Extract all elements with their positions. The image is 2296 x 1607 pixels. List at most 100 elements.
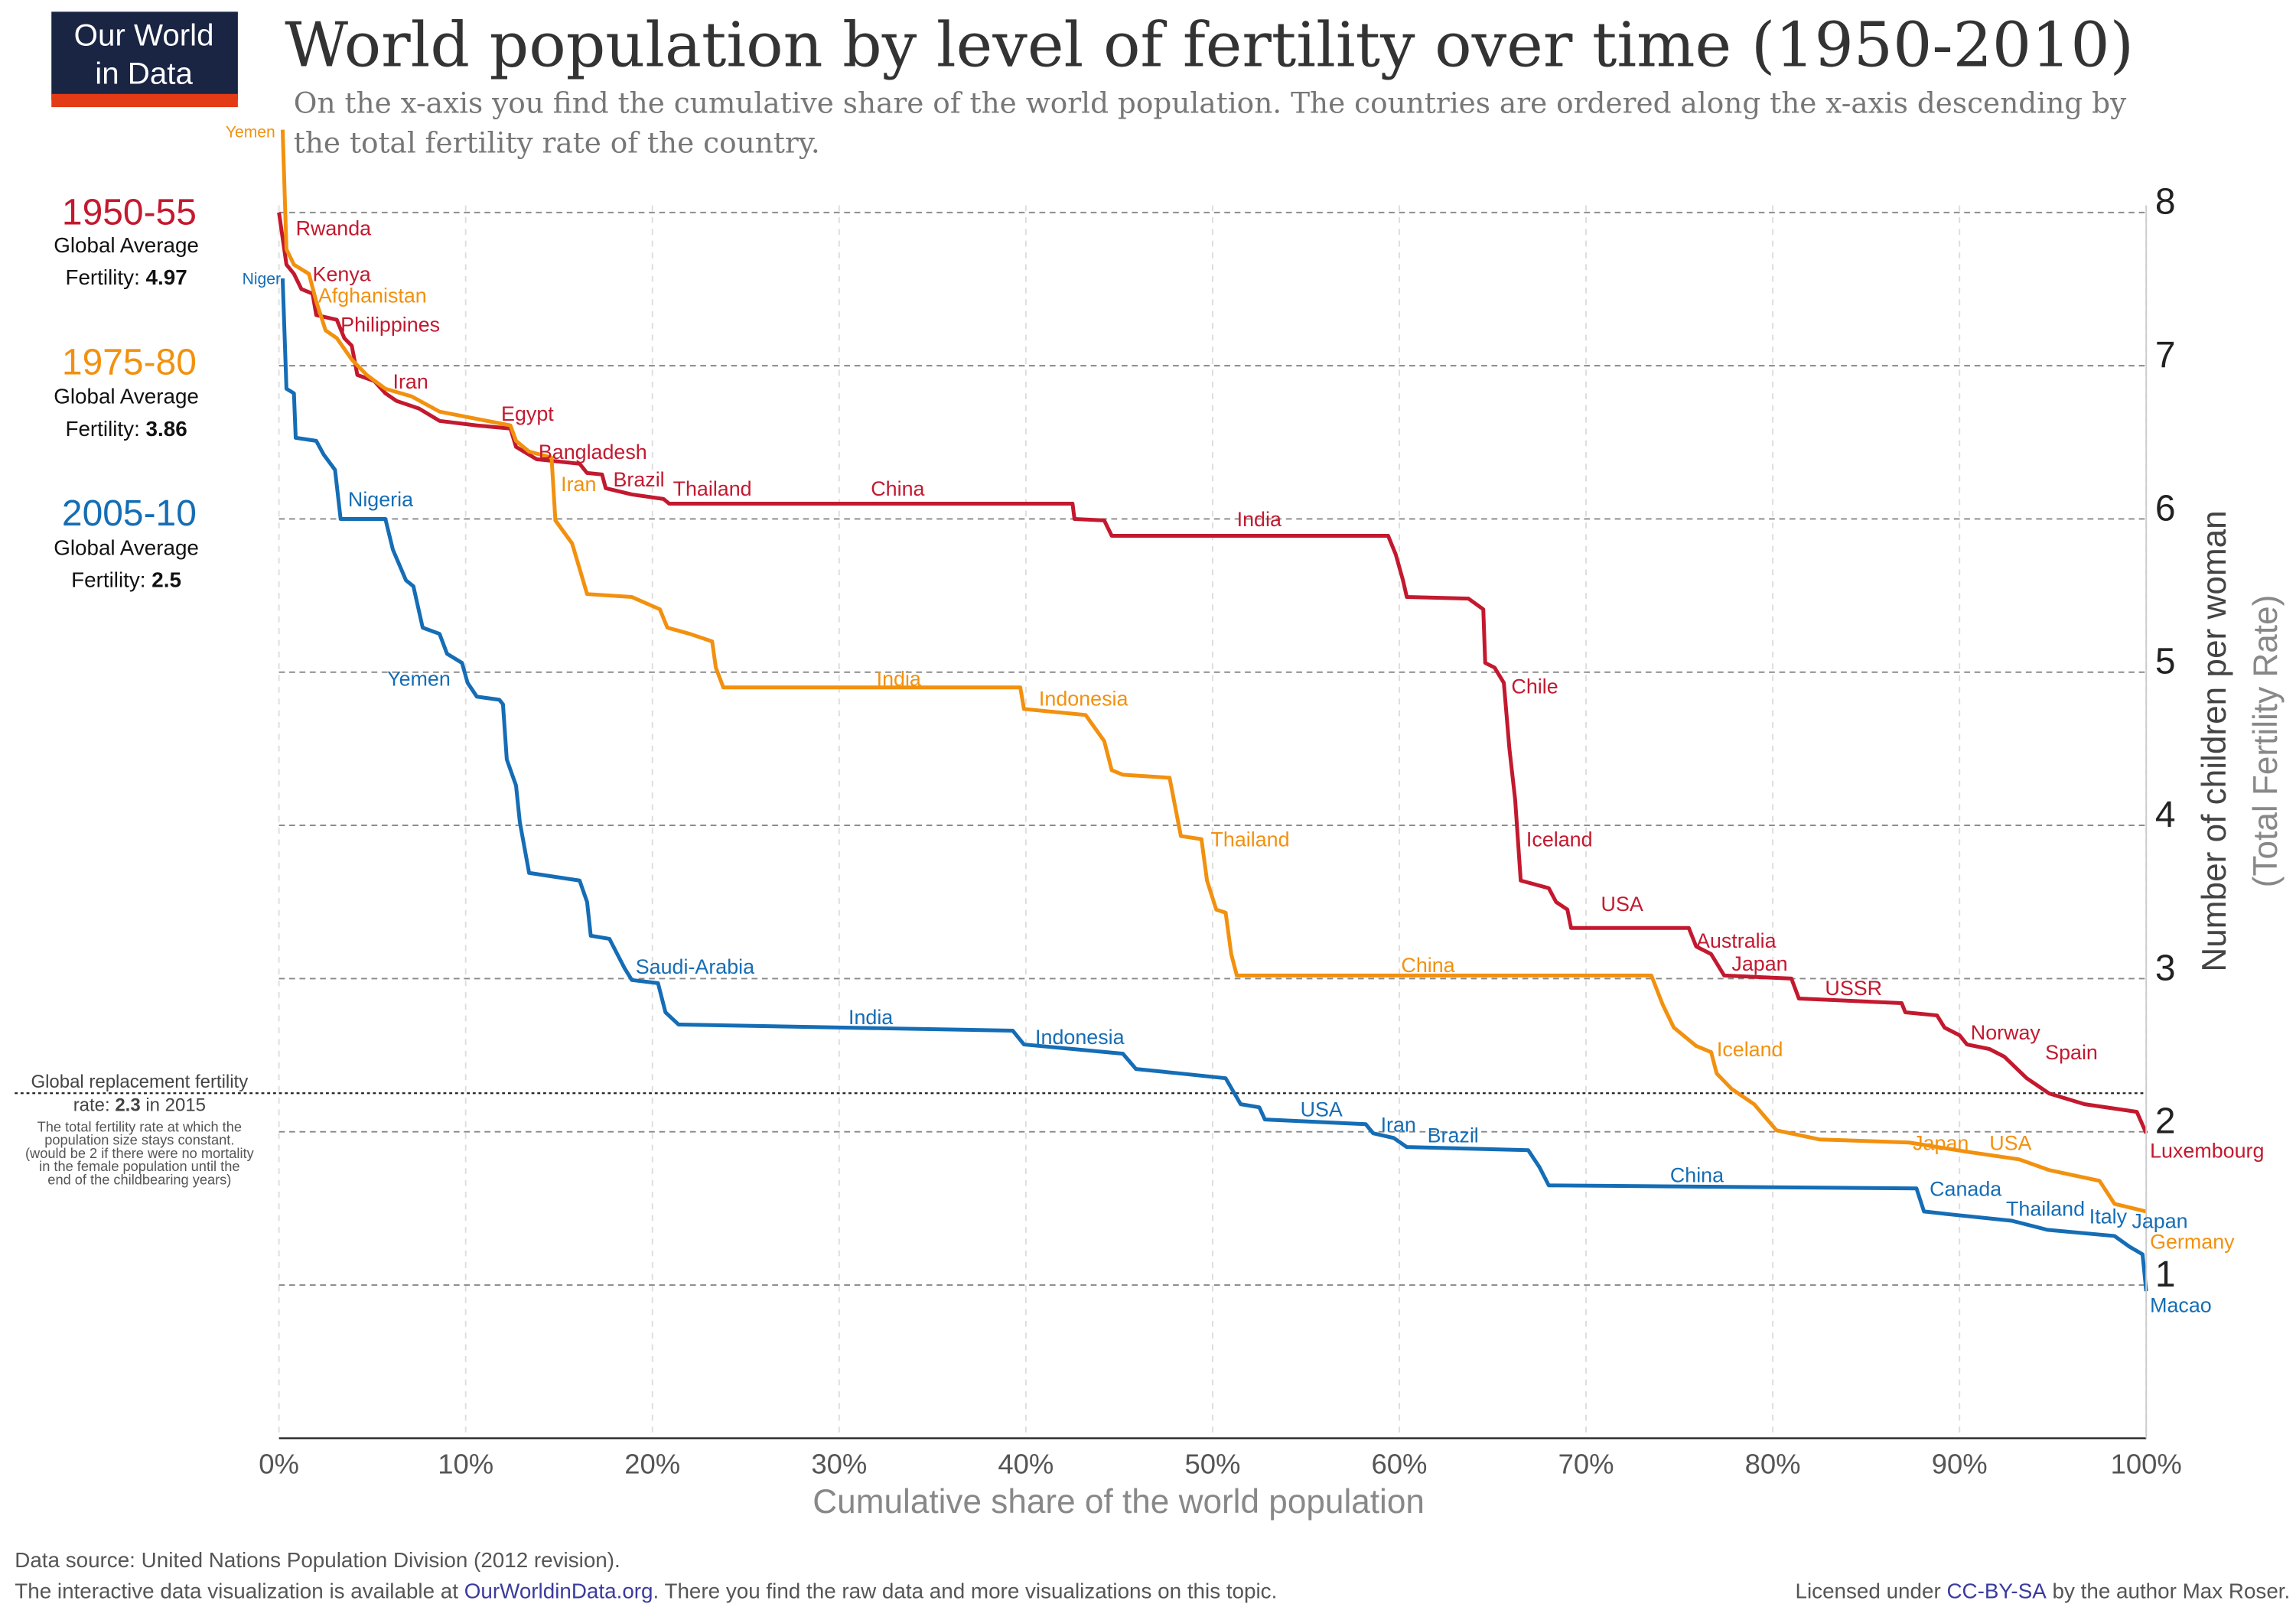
country-label: Iran — [1381, 1113, 1416, 1136]
country-label: Thailand — [673, 477, 752, 500]
footer-source: Data source: United Nations Population D… — [15, 1548, 620, 1572]
series-layer — [277, 129, 2148, 1292]
country-label: India — [877, 667, 921, 690]
chart-subtitle-line2: the total fertility rate of the country. — [294, 126, 820, 160]
axes: 0% 10% 20% 30% 40% 50% 60% 70% 80% 90% 100% 1 2 3 4 5 6 7… — [259, 182, 2182, 1480]
owid-logo[interactable]: Our World in Data — [51, 11, 238, 108]
country-label: Saudi-Arabia — [636, 955, 754, 978]
country-label: India — [1237, 508, 1282, 531]
x-tick-label: 40% — [998, 1448, 1054, 1479]
country-label: China — [1401, 954, 1454, 977]
series-line-1975-80 — [280, 129, 2147, 1214]
country-label: Indonesia — [1039, 687, 1128, 710]
y-tick-label: 6 — [2155, 488, 2176, 529]
country-label: Iran — [561, 473, 596, 496]
legend: 1950-55 Global Average Fertility: 4.97 1… — [54, 193, 199, 592]
y-axis-subtitle: (Total Fertility Rate) — [2247, 595, 2285, 888]
grid — [278, 205, 2148, 1439]
country-label: Indonesia — [1035, 1026, 1125, 1049]
country-label: USA — [1601, 893, 1643, 916]
y-tick-label: 5 — [2155, 642, 2176, 682]
country-label: Yemen — [226, 123, 275, 141]
replacement-line-annotation: Global replacement fertility rate: 2.3 i… — [15, 1072, 2147, 1187]
country-label: USSR — [1825, 977, 1882, 1000]
legend-line1: Global Average — [54, 233, 199, 257]
replacement-note-1: The total fertility rate at which the — [37, 1119, 242, 1134]
y-tick-label: 2 — [2155, 1101, 2176, 1142]
country-label: Egypt — [501, 402, 554, 425]
country-label: USA — [1989, 1131, 2031, 1154]
x-tick-label: 70% — [1558, 1448, 1614, 1479]
legend-period: 2005-10 — [62, 493, 197, 534]
x-tick-label: 0% — [259, 1448, 299, 1479]
y-tick-label: 8 — [2155, 182, 2176, 223]
country-label: Niger — [243, 271, 281, 288]
country-label: Brazil — [1428, 1124, 1479, 1147]
replacement-note-5: end of the childbearing years) — [47, 1172, 231, 1187]
replacement-note-3: (would be 2 if there were no mortality — [25, 1146, 255, 1161]
y-axis-title: Number of children per woman — [2196, 510, 2233, 971]
country-label: Rwanda — [296, 216, 372, 239]
footer-license: Licensed under CC-BY-SA by the author Ma… — [1796, 1579, 2291, 1602]
country-label: Iceland — [1526, 828, 1593, 851]
country-label: Japan — [1731, 952, 1787, 975]
logo-line1: Our World — [74, 18, 214, 52]
logo-background — [51, 11, 238, 100]
series-line-1950-55 — [277, 212, 2148, 1134]
x-tick-label: 10% — [438, 1448, 493, 1479]
y-tick-label: 3 — [2155, 948, 2176, 988]
country-label: Iceland — [1717, 1038, 1783, 1061]
replacement-label-line2: rate: 2.3 in 2015 — [73, 1095, 206, 1115]
country-label: India — [848, 1006, 893, 1029]
logo-bar — [51, 93, 238, 108]
country-label: China — [871, 477, 924, 500]
license-link[interactable]: CC-BY-SA — [1946, 1579, 2047, 1602]
legend-line2: Fertility: 4.97 — [65, 265, 187, 289]
x-tick-label: 90% — [1932, 1448, 1988, 1479]
country-label: Macao — [2150, 1294, 2212, 1317]
country-label: Italy — [2089, 1205, 2128, 1228]
x-tick-label: 30% — [811, 1448, 867, 1479]
logo-line2: in Data — [95, 56, 193, 90]
footer-interactive: The interactive data visualization is av… — [15, 1579, 1277, 1602]
legend-line1: Global Average — [54, 385, 199, 408]
legend-1975-80: 1975-80 Global Average Fertility: 3.86 — [54, 342, 199, 441]
owid-link[interactable]: OurWorldinData.org — [464, 1579, 653, 1602]
replacement-note-4: in the female population until the — [39, 1159, 239, 1174]
country-label: Brazil — [613, 468, 664, 491]
country-label: Yemen — [387, 667, 451, 690]
legend-line2: Fertility: 3.86 — [65, 417, 187, 441]
country-label: Kenya — [313, 263, 371, 286]
x-tick-label: 100% — [2111, 1448, 2182, 1479]
country-label: USA — [1301, 1098, 1343, 1121]
country-label: Thailand — [2006, 1197, 2085, 1220]
legend-1950-55: 1950-55 Global Average Fertility: 4.97 — [54, 193, 199, 290]
chart-title: World population by level of fertility o… — [285, 9, 2134, 81]
x-tick-label: 60% — [1372, 1448, 1428, 1479]
legend-line2: Fertility: 2.5 — [71, 568, 181, 591]
country-label: Canada — [1930, 1177, 2001, 1200]
country-label: Spain — [2045, 1041, 2098, 1064]
country-label: Thailand — [1210, 828, 1289, 851]
country-label: Japan — [2132, 1209, 2187, 1232]
country-label: China — [1670, 1163, 1724, 1186]
series-line-2005-10 — [280, 278, 2148, 1292]
country-label: Germany — [2150, 1231, 2235, 1254]
y-tick-label: 4 — [2155, 795, 2176, 835]
x-tick-label: 80% — [1745, 1448, 1801, 1479]
legend-period: 1975-80 — [62, 342, 197, 382]
country-label: Philippines — [340, 314, 440, 337]
country-label: Norway — [1971, 1021, 2041, 1044]
country-label: Iran — [392, 370, 428, 393]
country-label: Chile — [1511, 675, 1558, 698]
legend-period: 1950-55 — [62, 193, 197, 233]
y-tick-label: 1 — [2155, 1254, 2176, 1295]
country-label: Bangladesh — [539, 441, 647, 464]
x-axis-title: Cumulative share of the world population — [813, 1483, 1425, 1521]
replacement-label-line1: Global replacement fertility — [31, 1072, 248, 1092]
x-tick-label: 20% — [624, 1448, 680, 1479]
country-label: Nigeria — [348, 488, 413, 511]
replacement-note-2: population size stays constant. — [44, 1133, 234, 1148]
